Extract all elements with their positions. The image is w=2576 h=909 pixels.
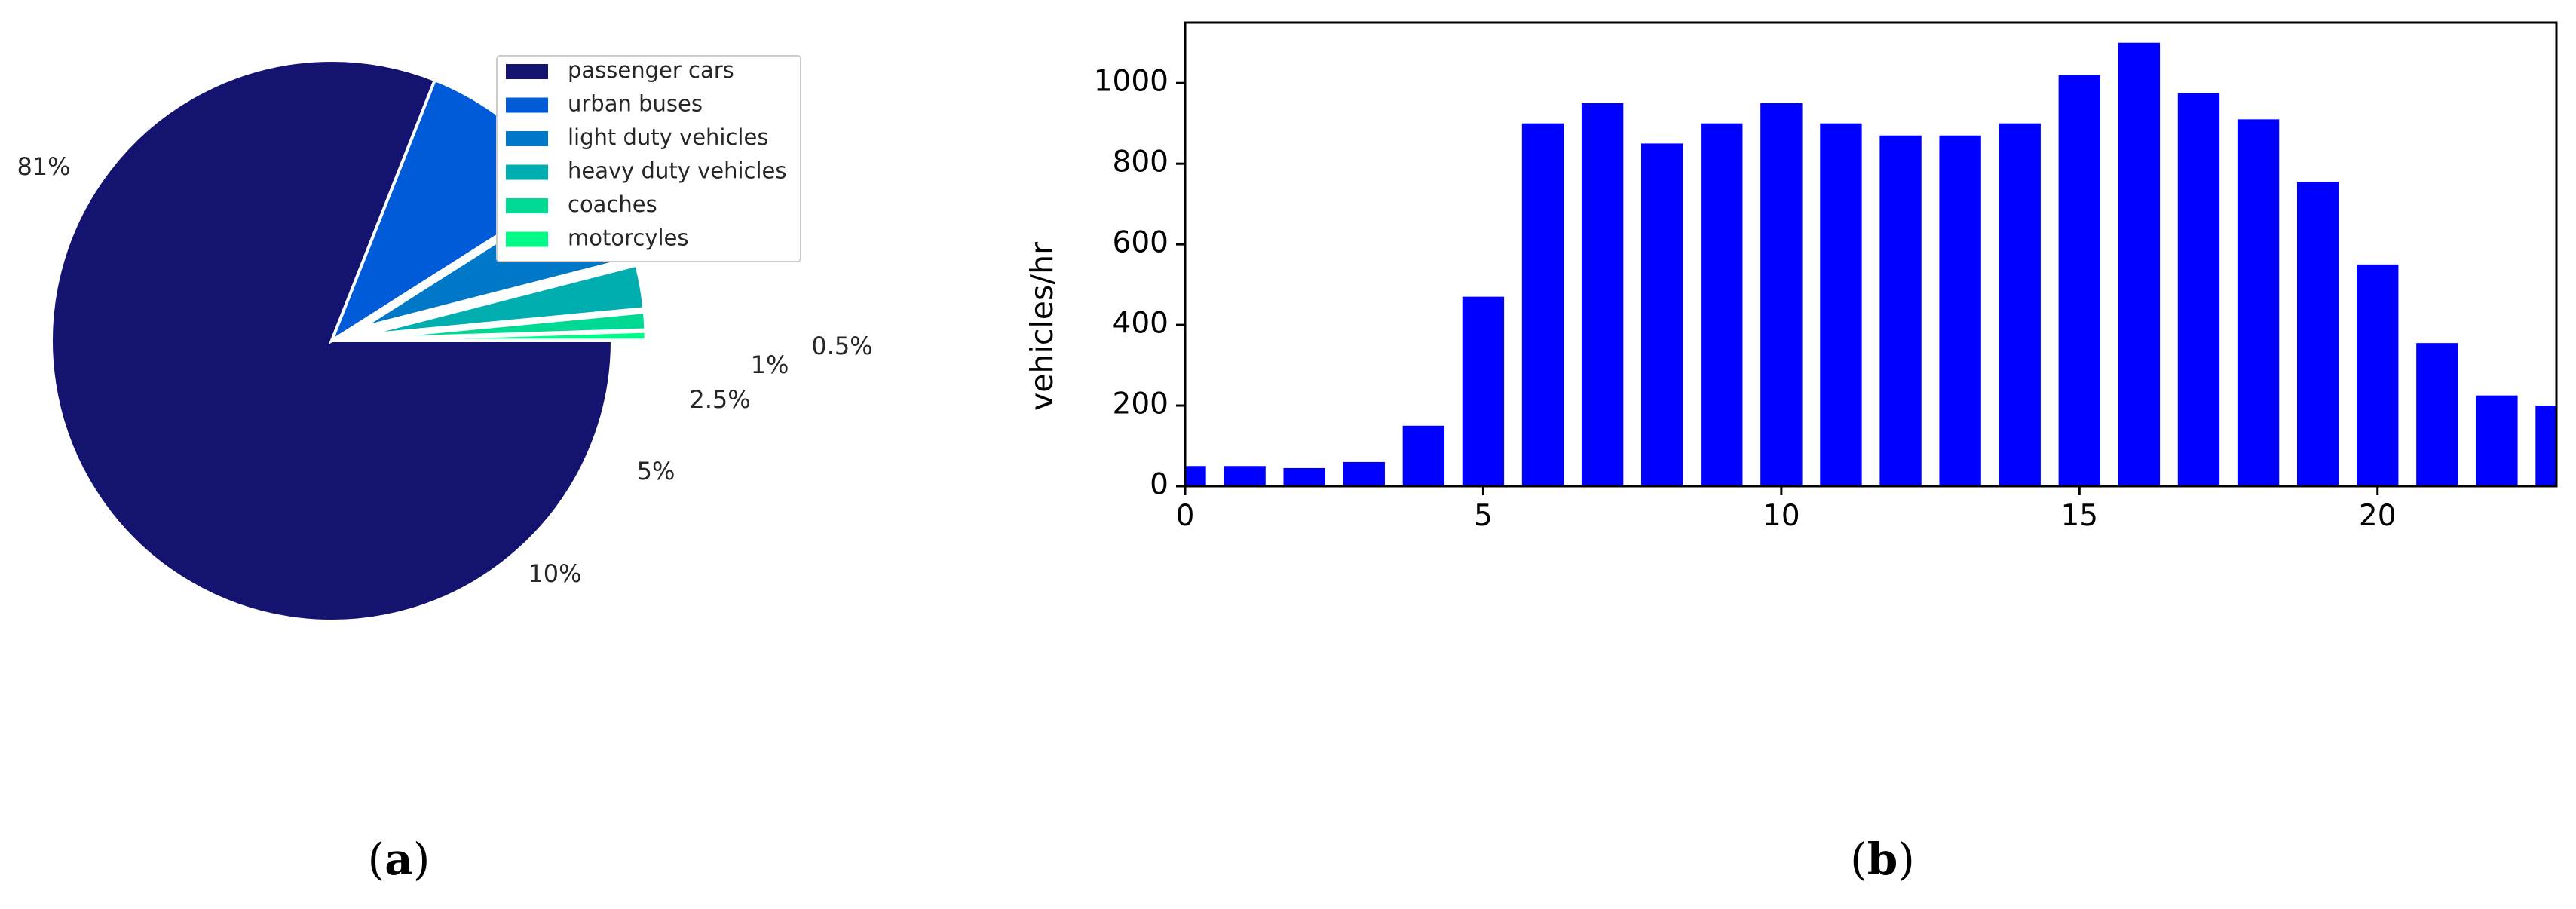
bar-hour-15 <box>2058 75 2100 487</box>
panel-label-a: (a) <box>368 834 430 885</box>
bar-hour-17 <box>2177 93 2220 486</box>
legend-swatch-coaches <box>506 198 548 213</box>
x-tick-label-0: 0 <box>1176 499 1195 533</box>
bar-hour-19 <box>2296 182 2339 486</box>
y-tick-label-800: 800 <box>1113 145 1169 179</box>
y-tick-label-1000: 1000 <box>1094 65 1169 99</box>
bar-hour-5 <box>1462 296 1505 486</box>
bar-hour-21 <box>2416 343 2458 486</box>
bar-hour-22 <box>2476 395 2518 486</box>
pie-legend: passenger cars urban buses light duty vehi… <box>496 55 801 262</box>
pie-label-passenger-cars: 81% <box>17 152 70 181</box>
y-tick-label-400: 400 <box>1113 307 1169 341</box>
pie-label-motorcyles: 0.5% <box>811 332 872 360</box>
pie-slice-coaches <box>365 311 648 341</box>
bar-hour-4 <box>1402 425 1445 486</box>
pie-label-light-duty-vehicles: 5% <box>637 457 675 485</box>
legend-frame <box>496 55 801 262</box>
legend-swatch-urban-buses <box>506 97 548 113</box>
bar-hour-12 <box>1879 135 1922 486</box>
pie-label-heavy-duty-vehicles: 2.5% <box>689 385 750 414</box>
bar-hour-3 <box>1343 461 1385 486</box>
bar-hour-13 <box>1939 135 1981 486</box>
bar-hour-1 <box>1224 466 1266 486</box>
bar-hour-9 <box>1701 123 1743 486</box>
pie-slice-heavy-duty-vehicles <box>364 263 646 337</box>
legend-swatch-passenger-cars <box>506 64 548 79</box>
bar-hour-6 <box>1521 123 1564 486</box>
y-tick-label-200: 200 <box>1113 387 1169 421</box>
bar-hour-20 <box>2357 264 2399 486</box>
bar-hour-8 <box>1641 143 1683 486</box>
legend-entry-passenger-cars: passenger cars <box>568 57 734 83</box>
bar-hour-2 <box>1283 467 1325 486</box>
bar-hour-18 <box>2237 119 2280 486</box>
bar-hour-14 <box>1999 123 2041 486</box>
legend-swatch-light-duty-vehicles <box>506 131 548 146</box>
panel-label-b: (b) <box>1850 834 1915 885</box>
pie-slice-motorcyles <box>365 329 648 342</box>
x-tick-label-5: 5 <box>1474 499 1493 533</box>
x-tick-label-15: 15 <box>2060 499 2098 533</box>
x-tick-label-20: 20 <box>2359 499 2397 533</box>
bar-hour-11 <box>1820 123 1862 486</box>
pie-label-coaches: 1% <box>751 350 789 379</box>
legend-entry-heavy-duty-vehicles: heavy duty vehicles <box>568 158 786 184</box>
bar-hour-0 <box>1185 466 1206 486</box>
legend-entry-motorcyles: motorcyles <box>568 225 689 251</box>
legend-swatch-motorcyles <box>506 231 548 247</box>
bar-hour-16 <box>2118 42 2161 486</box>
y-tick-label-0: 0 <box>1150 468 1169 502</box>
bar-hour-10 <box>1760 103 1803 486</box>
x-tick-label-10: 10 <box>1763 499 1800 533</box>
legend-entry-light-duty-vehicles: light duty vehicles <box>568 124 768 150</box>
pie-label-urban-buses: 10% <box>528 559 581 588</box>
bar-hour-23 <box>2535 406 2556 486</box>
legend-entry-coaches: coaches <box>568 191 657 217</box>
bar-hour-7 <box>1581 103 1624 486</box>
y-tick-label-600: 600 <box>1113 226 1169 260</box>
y-axis-title: vehicles/hr <box>1024 242 1060 411</box>
plot-frame <box>1184 21 2558 488</box>
legend-entry-urban-buses: urban buses <box>568 91 703 117</box>
legend-swatch-heavy-duty-vehicles <box>506 164 548 180</box>
